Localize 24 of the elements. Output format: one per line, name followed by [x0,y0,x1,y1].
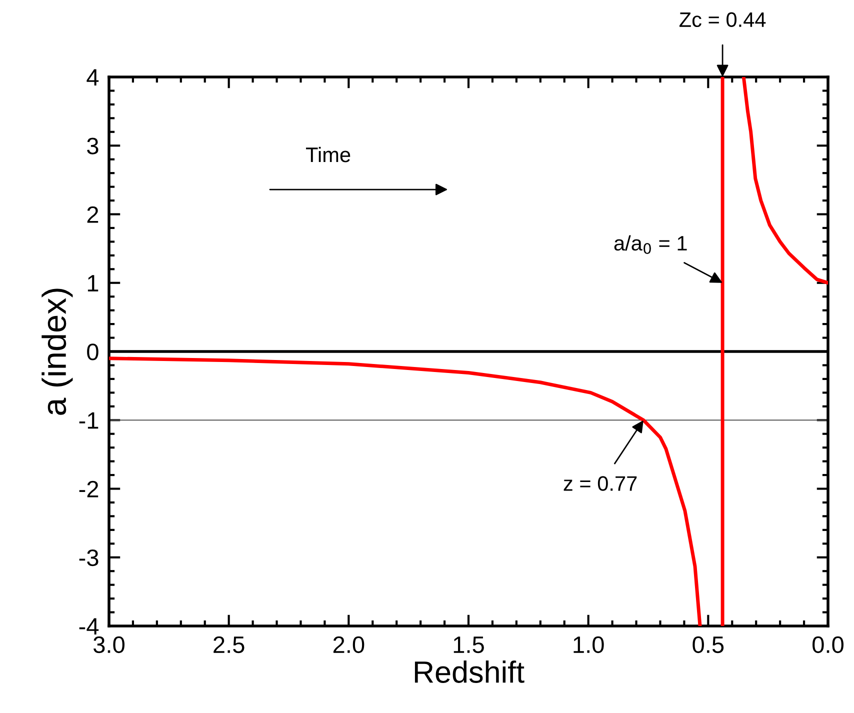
annotation: Time [306,146,350,162]
x-tick-label: 0.5 [692,636,724,654]
y-tick-label: -2 [79,480,98,498]
y-tick-label: 2 [87,206,98,223]
x-tick-label: 1.0 [574,636,604,654]
x-tick-label: 2.5 [214,636,244,654]
line-series [109,356,702,626]
y-tick-label: -3 [79,549,98,566]
y-tick-label: 4 [86,69,99,86]
y-tick-label: 1 [88,275,98,292]
y-axis-title: a (index) [42,288,73,415]
ref-line-label: Zc = 0.44 [679,12,766,28]
x-tick-label: 3.0 [93,636,124,654]
y-tick-label: -1 [79,412,98,429]
x-tick-label: 1.5 [454,636,484,654]
annotation: a/a$_{0}$ = 1 [614,235,687,254]
y-tick-label: 0 [87,344,98,360]
annotation: z = 0.77 [564,476,637,491]
x-tick-label: 2.0 [333,636,364,654]
y-tick-label: -4 [79,618,99,635]
line-series [742,77,828,285]
y-tick-label: 3 [87,138,98,154]
x-tick-label: 0.0 [812,636,844,654]
x-axis-title: Redshift [414,660,524,683]
